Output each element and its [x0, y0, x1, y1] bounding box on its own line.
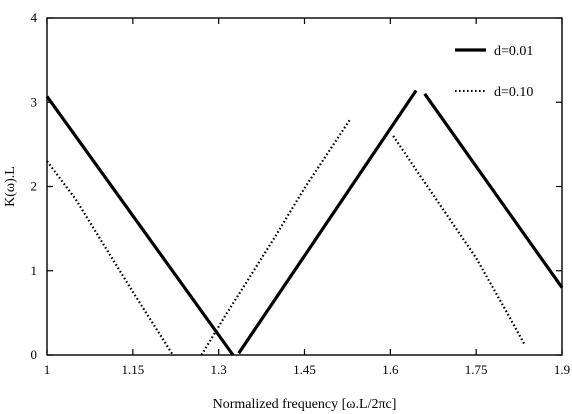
x-tick-label: 1 — [44, 362, 51, 377]
x-tick-label: 1.3 — [211, 362, 227, 377]
y-tick-label: 3 — [31, 94, 38, 109]
x-tick-label: 1.75 — [465, 362, 488, 377]
series-d010-segment-1 — [46, 160, 174, 356]
legend-label-d010: d=0.10 — [494, 85, 533, 100]
x-axis-label: Normalized frequency [ω.L/2πc] — [213, 397, 397, 412]
series-layer — [45, 89, 564, 356]
series-d001-segment-2 — [237, 89, 418, 355]
x-axis-ticks: 1 1.15 1.3 1.45 1.6 1.75 1.9 — [44, 18, 570, 377]
legend: d=0.01 d=0.10 — [455, 44, 533, 100]
x-tick-label: 1.9 — [554, 362, 570, 377]
y-axis-label: K(ω).L — [3, 166, 18, 207]
x-tick-label: 1.45 — [293, 362, 316, 377]
series-d010-segment-3 — [392, 135, 526, 346]
y-tick-label: 2 — [31, 179, 38, 194]
x-tick-label: 1.6 — [382, 362, 399, 377]
series-d001-segment-1 — [45, 95, 235, 356]
series-d001-segment-3 — [423, 92, 564, 289]
y-tick-label: 1 — [31, 263, 38, 278]
y-tick-label: 4 — [31, 10, 38, 25]
x-tick-label: 1.15 — [121, 362, 144, 377]
legend-label-d001: d=0.01 — [494, 44, 533, 59]
y-tick-label: 0 — [31, 347, 38, 362]
series-d010-segment-2 — [200, 118, 352, 356]
